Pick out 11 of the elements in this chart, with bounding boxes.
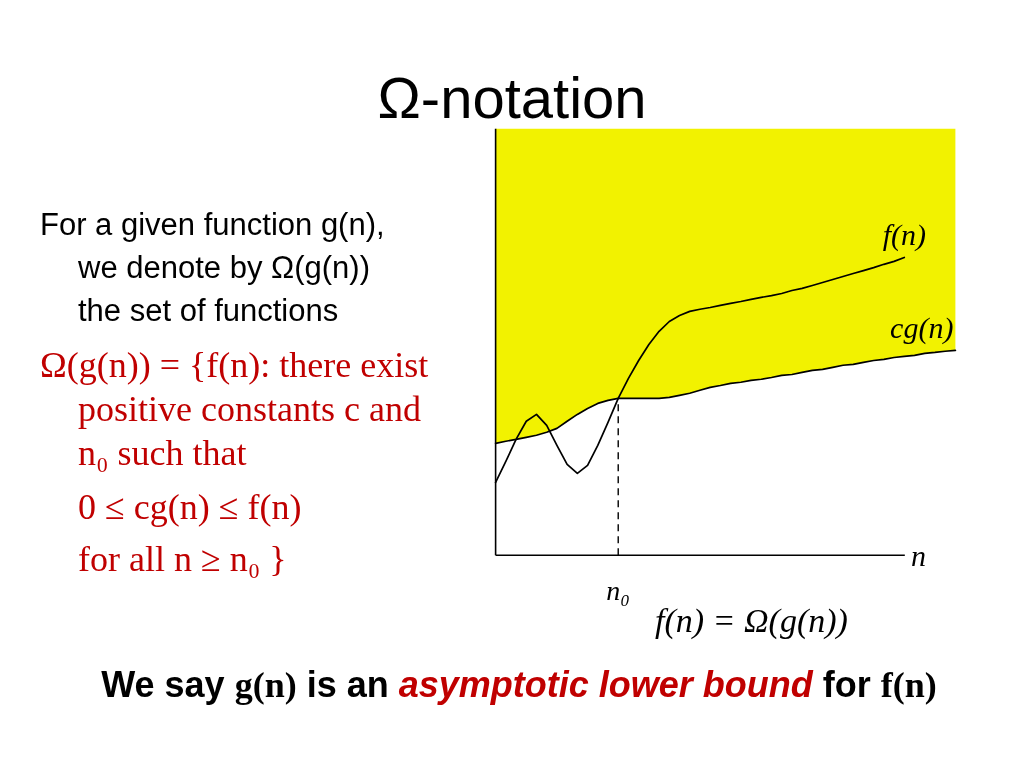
series-label: f(n) (882, 218, 926, 253)
series-label: cg(n) (890, 311, 954, 346)
text: For a given function g(n), we denote by Ω(g(n)) the set of functions (40, 206, 386, 330)
text: f(n) = Ω(g(n)) (654, 602, 849, 640)
text: for all n ≥ n₀ } (77, 538, 288, 581)
text: We say g(n) is an asymptotic lower bound for f(n) (100, 663, 938, 707)
chart-title: Ω-notation (376, 64, 648, 130)
text: n₀ (606, 575, 631, 607)
text: Ω(g(n)) = {f(n): there exist positive constants c and n₀ such that (40, 344, 430, 475)
x-axis-title: n (910, 538, 926, 572)
text: 0 ≤ cg(n) ≤ f(n) (77, 486, 303, 529)
